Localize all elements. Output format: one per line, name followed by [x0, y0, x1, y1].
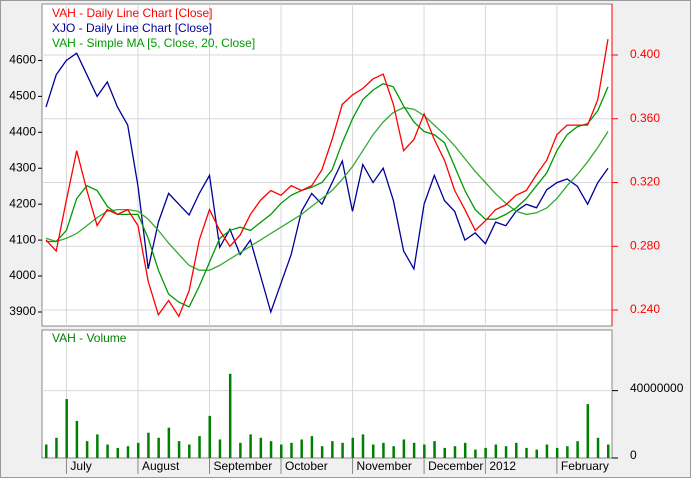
price-panel	[41, 3, 613, 327]
x-tick-label: December	[428, 459, 483, 473]
volume-bar	[45, 444, 48, 458]
legend-entry: VAH - Daily Line Chart [Close]	[52, 6, 213, 20]
x-tick-label: February	[561, 459, 609, 473]
x-tick-label: November	[357, 459, 412, 473]
volume-bar	[136, 442, 140, 458]
volume-legend: VAH - Volume	[52, 331, 127, 345]
volume-bar	[300, 439, 303, 458]
volume-bar	[392, 446, 395, 458]
x-tick-label: October	[285, 459, 328, 473]
series-line	[45, 52, 609, 315]
volume-bar	[269, 441, 273, 458]
volume-bar	[607, 444, 610, 458]
volume-bar	[443, 447, 447, 458]
volume-bar	[331, 441, 334, 458]
volume-bar	[147, 432, 150, 458]
volume-bar	[188, 444, 191, 458]
y-tick-label: 4100	[9, 232, 36, 246]
volume-bar	[126, 446, 130, 458]
volume-bar	[167, 427, 171, 458]
volume-bar	[55, 437, 58, 458]
x-tick-label: July	[70, 459, 91, 473]
volume-bar	[463, 442, 467, 458]
volume-bar	[320, 446, 324, 458]
volume-bar	[249, 434, 252, 458]
volume-bar	[157, 437, 160, 458]
volume-bar	[555, 447, 559, 458]
volume-bar	[596, 437, 600, 458]
volume-bar	[576, 441, 579, 458]
series-line	[46, 82, 609, 308]
volume-tick-label: 40000000	[630, 381, 684, 395]
series-line	[45, 38, 609, 318]
y-tick-label: 4000	[9, 268, 36, 282]
volume-bar	[218, 439, 222, 458]
volume-bar	[198, 436, 201, 458]
volume-bar	[290, 442, 293, 458]
volume-bar	[239, 442, 242, 458]
y2-tick-label: 0.360	[630, 111, 660, 125]
volume-bar	[433, 441, 436, 458]
volume-bar	[310, 436, 314, 458]
legend-entry: XJO - Daily Line Chart [Close]	[52, 21, 212, 35]
volume-bar	[566, 446, 569, 458]
legend-entry: VAH - Simple MA [5, Close, 20, Close]	[52, 36, 255, 50]
volume-bar	[382, 442, 385, 458]
volume-bar	[545, 444, 549, 458]
volume-bar	[208, 415, 211, 458]
volume-bar	[535, 449, 538, 458]
volume-bar	[341, 442, 344, 458]
volume-bar	[371, 444, 375, 458]
volume-bar	[75, 420, 79, 458]
volume-bar	[177, 441, 181, 458]
volume-bar	[474, 449, 477, 458]
volume-bar	[423, 444, 426, 458]
volume-bar	[351, 437, 355, 458]
series-line	[45, 106, 609, 271]
volume-bar	[412, 442, 416, 458]
volume-bar	[484, 447, 487, 458]
y2-tick-label: 0.280	[630, 238, 660, 252]
volume-bar	[96, 434, 99, 458]
x-tick-label: 2012	[489, 459, 516, 473]
y2-tick-label: 0.320	[630, 175, 660, 189]
y2-tick-label: 0.240	[630, 302, 660, 316]
volume-bar	[259, 437, 263, 458]
volume-bar	[85, 441, 89, 458]
volume-bar	[586, 404, 590, 458]
volume-bar	[116, 447, 120, 458]
volume-bar	[504, 446, 508, 458]
volume-bar	[106, 444, 109, 458]
volume-bar	[494, 444, 498, 458]
y-tick-label: 4600	[9, 53, 36, 67]
y-tick-label: 4400	[9, 124, 36, 138]
volume-tick-label: 0	[630, 448, 637, 462]
volume-bar	[453, 446, 457, 458]
volume-bar	[361, 434, 365, 458]
y-tick-label: 4500	[9, 89, 36, 103]
volume-bar	[280, 444, 283, 458]
volume-panel	[41, 329, 613, 459]
x-tick-label: September	[213, 459, 272, 473]
y-tick-label: 3900	[9, 304, 36, 318]
y2-tick-label: 0.400	[630, 47, 660, 61]
volume-bar	[515, 442, 518, 458]
y-tick-label: 4200	[9, 196, 36, 210]
volume-bar	[525, 447, 528, 458]
volume-bar	[402, 439, 406, 458]
volume-bar	[65, 399, 68, 458]
x-tick-label: August	[142, 459, 180, 473]
volume-bar	[228, 373, 232, 458]
y-tick-label: 4300	[9, 160, 36, 174]
